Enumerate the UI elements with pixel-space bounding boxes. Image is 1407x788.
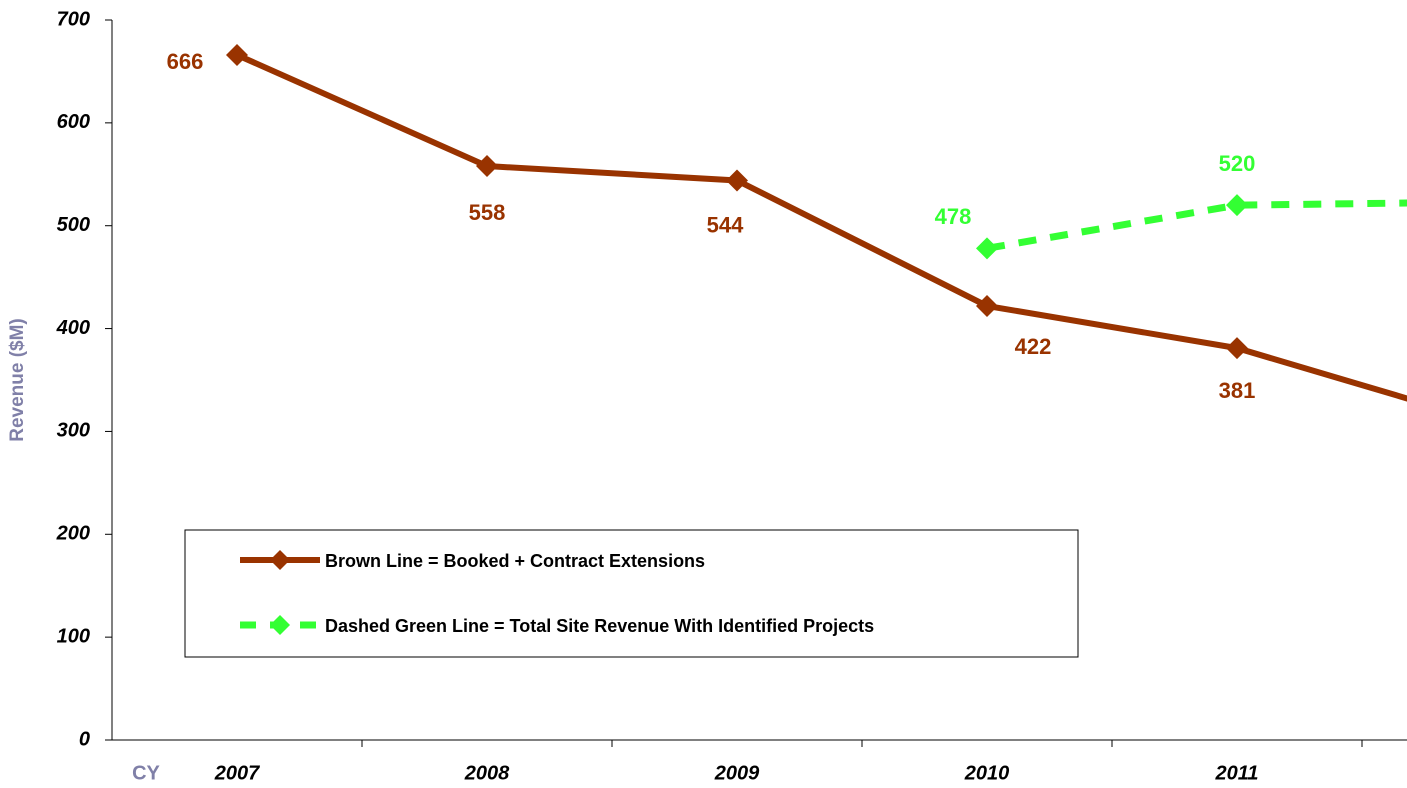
legend-box	[184, 529, 1079, 658]
data-label: 666	[167, 49, 204, 74]
y-axis-title: Revenue ($M)	[7, 318, 28, 442]
x-tick-label: 2008	[464, 762, 510, 784]
x-tick-label: 2011	[1214, 762, 1258, 784]
legend-marker	[270, 550, 290, 570]
y-tick-label: 100	[57, 625, 90, 647]
legend-label: Dashed Green Line = Total Site Revenue W…	[325, 616, 874, 636]
x-tick-label: 2007	[214, 762, 260, 784]
legend-marker	[270, 615, 290, 635]
point-marker	[1226, 194, 1248, 217]
y-tick-label: 0	[79, 728, 90, 750]
point-marker	[726, 169, 748, 192]
y-tick-label: 700	[57, 8, 90, 30]
series-line	[235, 52, 1407, 402]
y-tick-label: 600	[57, 111, 90, 133]
y-tick-label: 200	[56, 523, 90, 545]
series-line	[986, 199, 1407, 252]
y-tick-label: 400	[56, 317, 90, 339]
x-axis-title: CY	[132, 762, 160, 784]
x-tick-label: 2010	[964, 762, 1010, 784]
data-label: 544	[707, 212, 744, 237]
y-tick-label: 300	[57, 420, 90, 442]
legend-label: Brown Line = Booked + Contract Extension…	[325, 551, 705, 571]
point-marker	[1226, 337, 1248, 360]
data-label: 422	[1015, 334, 1052, 359]
point-marker	[976, 237, 998, 260]
point-marker	[226, 43, 248, 66]
data-label: 381	[1219, 378, 1256, 403]
data-label: 558	[469, 200, 506, 225]
point-marker	[976, 294, 998, 317]
y-tick-label: 500	[57, 214, 90, 236]
x-tick-label: 2009	[714, 762, 760, 784]
data-label: 478	[935, 204, 972, 229]
point-marker	[476, 155, 498, 178]
data-label: 520	[1219, 151, 1256, 176]
